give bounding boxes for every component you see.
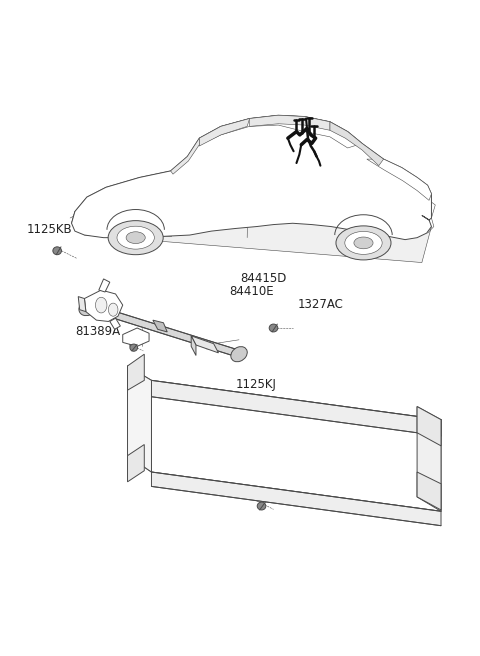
Ellipse shape [345, 232, 382, 255]
Ellipse shape [126, 232, 145, 243]
Polygon shape [330, 122, 384, 166]
Polygon shape [367, 159, 432, 200]
Ellipse shape [354, 237, 373, 249]
Circle shape [108, 303, 118, 316]
Polygon shape [152, 380, 441, 436]
Polygon shape [110, 318, 120, 329]
Polygon shape [123, 328, 149, 346]
Polygon shape [417, 407, 441, 511]
Ellipse shape [231, 346, 247, 361]
Polygon shape [199, 119, 250, 146]
Text: 1125KJ: 1125KJ [235, 379, 276, 391]
Polygon shape [199, 115, 362, 148]
Polygon shape [128, 354, 144, 390]
Polygon shape [152, 380, 441, 511]
Polygon shape [99, 279, 110, 292]
Text: 1125KB: 1125KB [27, 223, 72, 236]
Text: 84410E: 84410E [229, 285, 274, 298]
Polygon shape [191, 336, 218, 353]
Polygon shape [152, 472, 441, 525]
Polygon shape [78, 297, 86, 312]
Ellipse shape [269, 324, 278, 332]
Ellipse shape [79, 298, 97, 316]
Ellipse shape [257, 502, 266, 510]
Ellipse shape [130, 344, 138, 351]
Polygon shape [128, 366, 152, 472]
Ellipse shape [117, 226, 155, 249]
Polygon shape [128, 445, 144, 482]
Polygon shape [84, 302, 243, 359]
Ellipse shape [108, 220, 163, 255]
Polygon shape [84, 290, 123, 321]
Ellipse shape [53, 247, 61, 255]
Polygon shape [191, 336, 196, 356]
Polygon shape [72, 115, 432, 239]
Circle shape [96, 297, 107, 313]
Polygon shape [153, 320, 167, 332]
Polygon shape [170, 138, 199, 174]
Text: 1327AC: 1327AC [298, 298, 343, 312]
Polygon shape [84, 215, 432, 262]
Text: 84415D: 84415D [240, 272, 287, 285]
Ellipse shape [336, 226, 391, 260]
Polygon shape [417, 407, 441, 446]
Polygon shape [417, 472, 441, 510]
Polygon shape [250, 115, 330, 131]
Text: 81389A: 81389A [75, 325, 120, 338]
